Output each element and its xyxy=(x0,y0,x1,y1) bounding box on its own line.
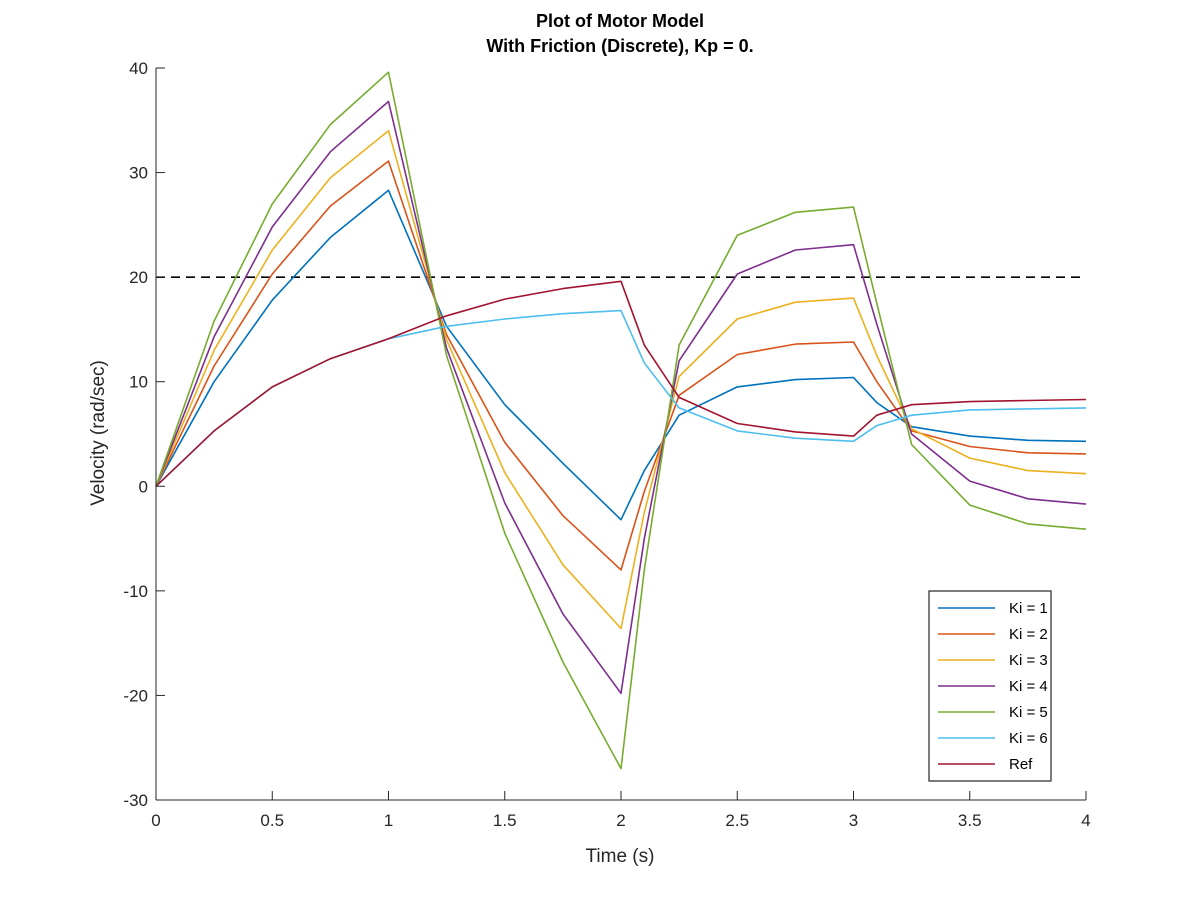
x-tick-label: 2 xyxy=(616,811,625,830)
x-tick-label: 4 xyxy=(1081,811,1090,830)
legend: Ki = 1 Ki = 2 Ki = 3 Ki = 4 Ki = 5 Ki = 6 Ref xyxy=(928,590,1052,782)
x-tick-label: 3.5 xyxy=(958,811,982,830)
series-line-4 xyxy=(155,100,1087,695)
legend-entry-label: Ref xyxy=(1009,756,1033,773)
y-tick-label: 30 xyxy=(129,164,148,183)
x-tick-label: 1.5 xyxy=(493,811,517,830)
chart-title-line-2: With Friction (Discrete), Kp = 0. xyxy=(486,36,753,56)
y-tick-label: -20 xyxy=(123,686,148,705)
x-tick-label: 3 xyxy=(849,811,858,830)
series-line-1 xyxy=(155,189,1087,521)
y-tick-label: 0 xyxy=(139,477,148,496)
y-tick-label: 10 xyxy=(129,373,148,392)
x-axis-label: Time (s) xyxy=(586,846,655,867)
legend-entry-label: Ki = 6 xyxy=(1009,730,1048,747)
y-tick-label: 40 xyxy=(129,59,148,78)
legend-entry-label: Ki = 1 xyxy=(1009,600,1048,617)
x-tick-label: 0 xyxy=(151,811,160,830)
y-tick-label: -10 xyxy=(123,582,148,601)
y-axis-label: Velocity (rad/sec) xyxy=(88,360,109,506)
series-line-2 xyxy=(155,160,1087,571)
legend-entry-label: Ki = 4 xyxy=(1009,678,1048,695)
series-layer xyxy=(155,71,1087,770)
x-tick-label: 0.5 xyxy=(260,811,284,830)
x-tick-label: 1 xyxy=(384,811,393,830)
legend-entry-label: Ki = 3 xyxy=(1009,652,1048,669)
chart-title-line-1: Plot of Motor Model xyxy=(536,11,704,31)
legend-entry-label: Ki = 2 xyxy=(1009,626,1048,643)
series-line-3 xyxy=(155,129,1087,630)
x-tick-label: 2.5 xyxy=(725,811,749,830)
axes-layer: 0 0.5 1 1.5 2 2.5 3 3.5 4 -30 -20 -10 0 10 20 30 40 xyxy=(123,59,1090,830)
series-line-5 xyxy=(155,71,1087,770)
series-line-7 xyxy=(155,280,1087,487)
y-tick-label: -30 xyxy=(123,791,148,810)
legend-entry-label: Ki = 5 xyxy=(1009,704,1048,721)
y-tick-label: 20 xyxy=(129,268,148,287)
